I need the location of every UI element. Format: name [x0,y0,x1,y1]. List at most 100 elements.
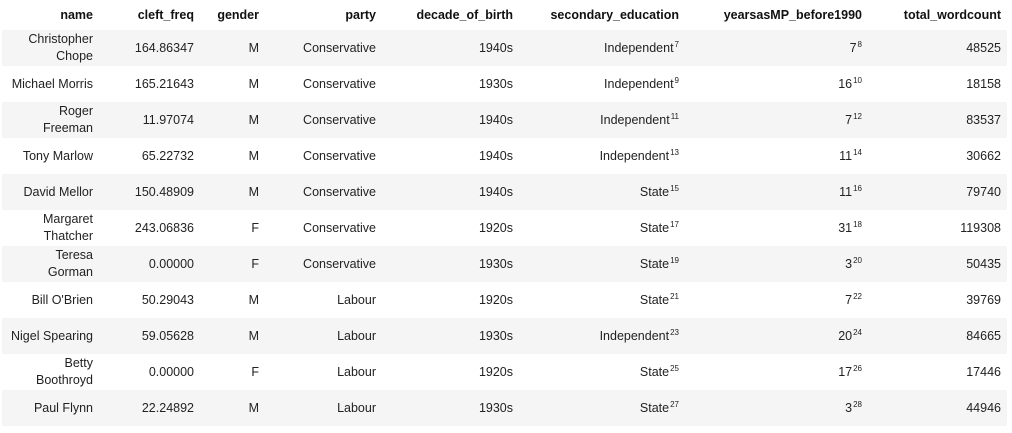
column-header-cleft-freq[interactable]: cleft_freq [137,8,194,22]
cell-value: 1920s [478,220,513,235]
cell-value: Independent [599,148,670,163]
cell-party: Labour [265,318,382,354]
cell-gender: M [200,66,265,102]
cell-secondary-education: State19 [519,246,685,282]
cell-secondary-education: Independent9 [519,66,685,102]
footnote-marker: 19 [670,255,679,265]
table-row: Tony Marlow 65.22732 M Conservative 1940s Ind… [2,138,1007,174]
cell-value: 31 [838,220,853,235]
cell-name: David Mellor [2,174,99,210]
cell-years-as-mp: 320 [685,246,868,282]
cell-value: 1930s [478,328,513,343]
cell-cleft-freq: 243.06836 [99,210,200,246]
cell-total-wordcount: 44946 [868,390,1007,426]
cell-decade-of-birth: 1930s [382,66,519,102]
cell-cleft-freq: 50.29043 [99,282,200,318]
cell-name: Paul Flynn [2,390,99,426]
cell-value: F [251,364,259,379]
cell-secondary-education: State27 [519,390,685,426]
cell-value: Labour [337,292,376,307]
cell-value: 44946 [966,400,1001,415]
column-header-years-as-mp[interactable]: yearsasMP_before1990 [723,8,862,22]
cell-value: 3 [845,400,853,415]
cell-total-wordcount: 30662 [868,138,1007,174]
cell-value: Conservative [303,112,376,127]
cell-value: 17446 [966,364,1001,379]
cell-cleft-freq: 22.24892 [99,390,200,426]
footnote-marker: 27 [670,399,679,409]
footnote-marker: 18 [853,219,862,229]
cell-party: Conservative [265,174,382,210]
table-row: Christopher Chope 164.86347 M Conservative 1… [2,30,1007,66]
cell-value: 0.00000 [148,364,194,379]
cell-value: Independent [604,40,674,55]
cell-name: Christopher Chope [2,30,99,66]
footnote-marker: 23 [670,327,679,337]
column-header-gender[interactable]: gender [217,8,259,22]
cell-name: Margaret Thatcher [2,210,99,246]
cell-gender: F [200,210,265,246]
cell-value: Labour [337,328,376,343]
cell-secondary-education: Independent7 [519,30,685,66]
cell-value: Conservative [303,148,376,163]
column-header-secondary-education[interactable]: secondary_education [550,8,679,22]
cell-value: 84665 [966,328,1001,343]
column-header-total-wordcount[interactable]: total_wordcount [903,8,1001,22]
cell-value: State [639,364,670,379]
cell-party: Conservative [265,210,382,246]
cell-party: Conservative [265,66,382,102]
cell-value: 20 [838,328,853,343]
table-row: Bill O'Brien 50.29043 M Labour 1920s State21 7… [2,282,1007,318]
footnote-marker: 11 [670,111,679,121]
cell-party: Conservative [265,246,382,282]
cell-value: Conservative [303,220,376,235]
cell-value: 83537 [966,112,1001,127]
cell-value: 11.97074 [142,112,194,127]
cell-gender: M [200,30,265,66]
cell-value: 1920s [478,364,513,379]
column-header-decade-of-birth[interactable]: decade_of_birth [416,8,513,22]
cell-years-as-mp: 1116 [685,174,868,210]
cell-value: Paul Flynn [33,400,93,415]
cell-value: 1930s [478,400,513,415]
cell-total-wordcount: 83537 [868,102,1007,138]
cell-value: 30662 [966,148,1001,163]
cell-name: Michael Morris [2,66,99,102]
cell-value: Conservative [303,40,376,55]
cell-decade-of-birth: 1930s [382,390,519,426]
cell-value: Betty Boothroyd [36,356,93,387]
footnote-marker: 20 [853,255,862,265]
table-row: Roger Freeman 11.97074 M Conservative 1940s I… [2,102,1007,138]
cell-value: Conservative [303,76,376,91]
cell-value: Teresa Gorman [47,248,93,279]
cell-name: Nigel Spearing [2,318,99,354]
cell-value: 7 [845,292,853,307]
cell-value: Bill O'Brien [31,292,93,307]
cell-party: Labour [265,282,382,318]
cell-value: Tony Marlow [22,148,93,163]
cell-value: Independent [604,76,674,91]
column-header-party[interactable]: party [345,8,376,22]
cell-value: 165.21643 [134,76,194,91]
cell-value: M [248,112,259,127]
cell-cleft-freq: 59.05628 [99,318,200,354]
cell-value: 164.86347 [134,40,194,55]
cell-value: 50435 [966,256,1001,271]
cell-value: M [248,148,259,163]
cell-value: 11 [839,148,853,163]
cell-secondary-education: Independent23 [519,318,685,354]
cell-decade-of-birth: 1930s [382,246,519,282]
cell-value: 11 [839,184,853,199]
cell-value: State [639,220,670,235]
cell-years-as-mp: 712 [685,102,868,138]
cell-cleft-freq: 0.00000 [99,246,200,282]
cell-value: State [639,184,670,199]
column-header-name[interactable]: name [60,8,93,22]
cell-party: Labour [265,390,382,426]
data-table: name cleft_freq gender party decade_of_b… [2,0,1007,426]
cell-name: Roger Freeman [2,102,99,138]
footnote-marker: 14 [853,147,862,157]
cell-cleft-freq: 0.00000 [99,354,200,390]
cell-value: M [248,40,259,55]
cell-value: 1940s [478,148,513,163]
